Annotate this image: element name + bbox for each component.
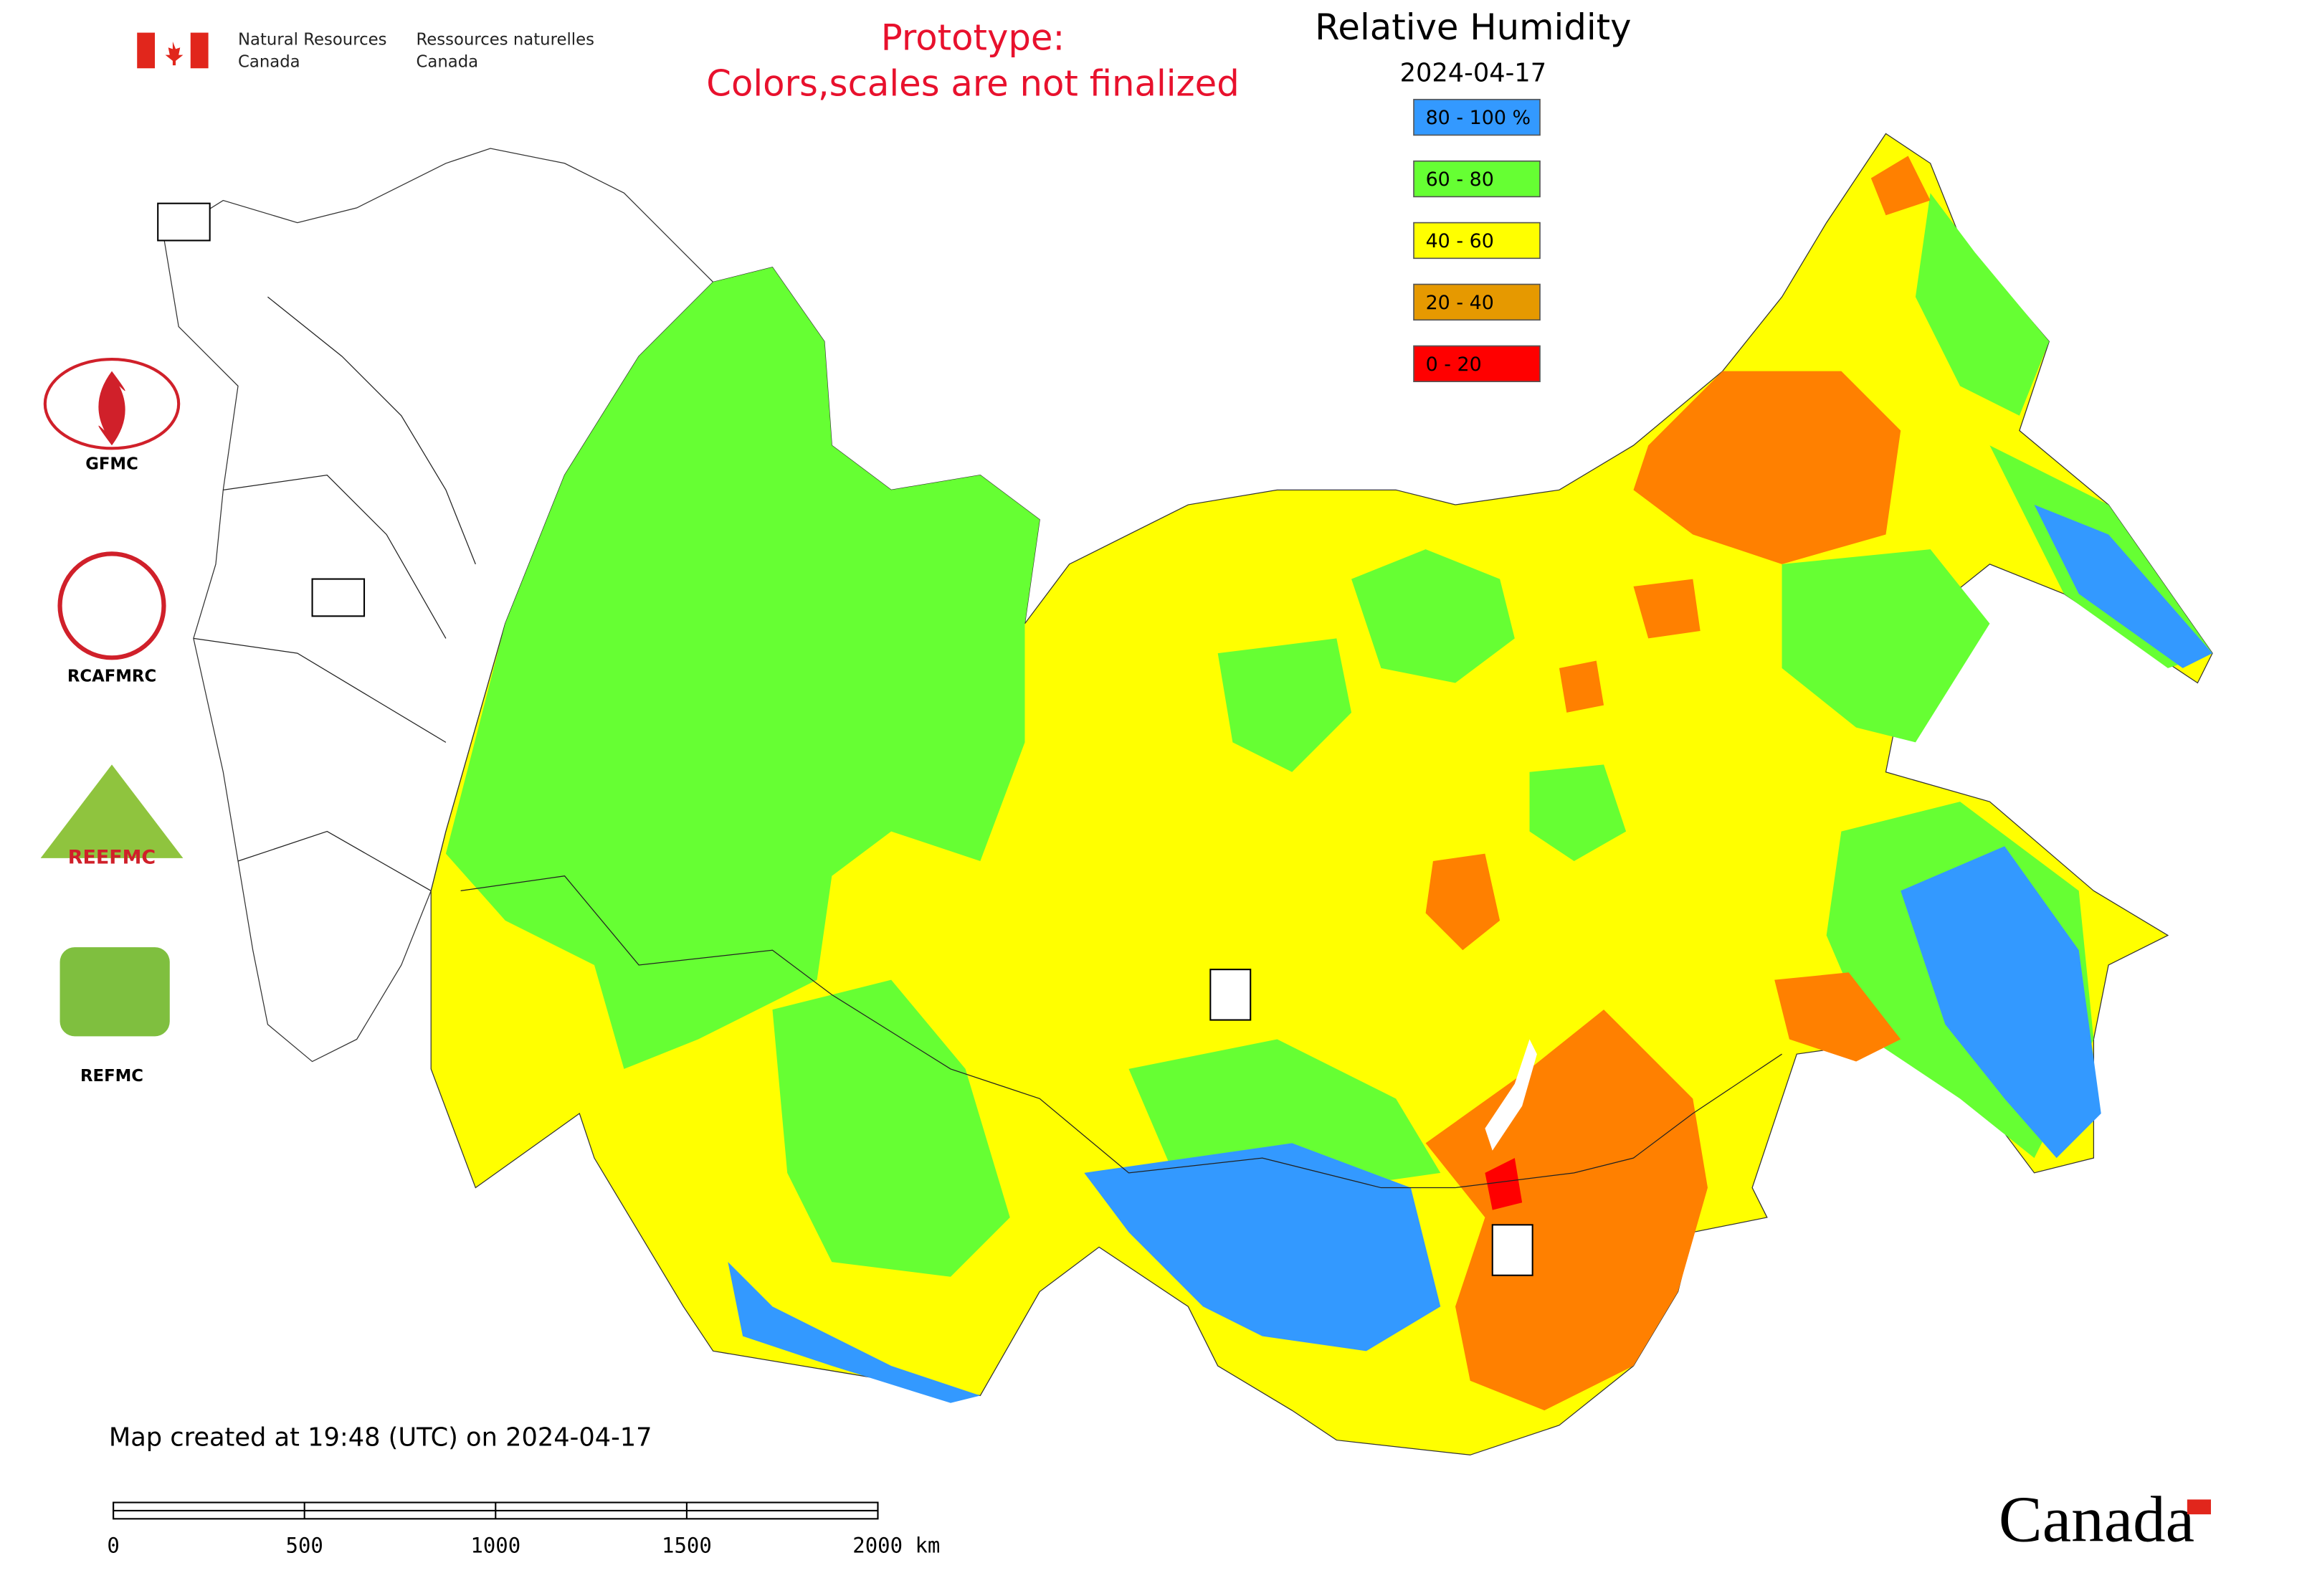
agency-signature: Natural Resources Canada Ressources natu… (137, 30, 594, 71)
legend-swatch (1413, 345, 1541, 382)
map-date: 2024-04-17 (1400, 59, 1547, 88)
legend: 80 - 100 % 60 - 80 40 - 60 20 - 40 0 - 20 (1413, 98, 1541, 382)
logo-label: GFMC (85, 455, 138, 474)
agency-fr: Canada (417, 52, 479, 71)
humidity-field (430, 133, 2213, 1455)
agency-en: Natural Resources (238, 30, 386, 49)
logo-label: REFMC (80, 1067, 143, 1086)
legend-label: 40 - 60 (1426, 230, 1494, 252)
legend-label: 20 - 40 (1426, 292, 1494, 314)
canada-wordmark: Canada (1999, 1483, 2194, 1556)
wordmark-flag (2187, 1499, 2211, 1515)
scale-label: 2000 km (852, 1534, 940, 1558)
logo-label: REEFMC (68, 846, 156, 868)
logo-label: RCAFMRC (67, 668, 156, 686)
scale-label: 1500 (662, 1534, 712, 1558)
map-title: Relative Humidity (1315, 6, 1631, 48)
logos: GFMC RCAFMRC REEFMC REFMC (40, 202, 1533, 1276)
notice: Colors,scales are not finalized (706, 63, 1239, 105)
agency-fr: Ressources naturelles (417, 30, 594, 49)
scale-label: 0 (107, 1534, 119, 1558)
agency-en: Canada (238, 52, 300, 71)
legend-swatch (1413, 283, 1541, 321)
map-credit: Map created at 19:48 (UTC) on 2024-04-17 (109, 1423, 652, 1453)
notice: Prototype: (881, 16, 1065, 58)
legend-swatch (1413, 222, 1541, 260)
legend-label: 60 - 80 (1426, 168, 1494, 191)
scale-label: 1000 (470, 1534, 520, 1558)
legend-swatch (1413, 160, 1541, 198)
scale-label: 500 (286, 1534, 323, 1558)
scale-bar: 0 500 1000 1500 2000 km (107, 1501, 940, 1558)
legend-label: 0 - 20 (1426, 353, 1482, 376)
legend-label: 80 - 100 % (1426, 107, 1531, 129)
legend-swatch (1413, 98, 1541, 136)
